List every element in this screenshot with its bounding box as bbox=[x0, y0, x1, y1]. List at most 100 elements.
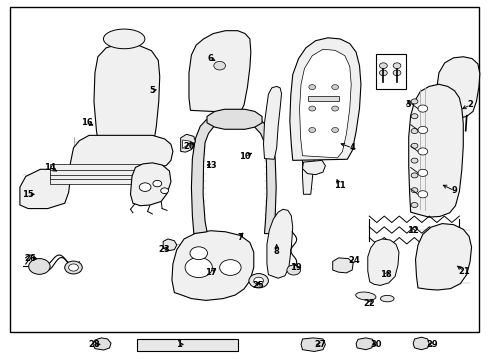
Polygon shape bbox=[181, 134, 196, 152]
Circle shape bbox=[418, 105, 428, 112]
Circle shape bbox=[418, 191, 428, 198]
Circle shape bbox=[411, 143, 418, 148]
Polygon shape bbox=[50, 163, 143, 170]
Polygon shape bbox=[301, 338, 325, 351]
Text: 15: 15 bbox=[23, 190, 34, 199]
Polygon shape bbox=[302, 160, 325, 175]
Circle shape bbox=[254, 277, 264, 284]
Circle shape bbox=[185, 257, 212, 278]
Polygon shape bbox=[50, 172, 143, 179]
Polygon shape bbox=[264, 86, 282, 159]
Text: 12: 12 bbox=[407, 225, 419, 234]
Polygon shape bbox=[299, 49, 351, 158]
Circle shape bbox=[332, 85, 339, 90]
Text: 29: 29 bbox=[427, 340, 439, 349]
Polygon shape bbox=[413, 337, 429, 350]
Text: 4: 4 bbox=[349, 143, 355, 152]
Text: 3: 3 bbox=[405, 100, 411, 109]
Polygon shape bbox=[94, 44, 160, 152]
Circle shape bbox=[139, 183, 151, 192]
Text: 1: 1 bbox=[176, 340, 182, 349]
Text: 17: 17 bbox=[205, 268, 217, 277]
Polygon shape bbox=[70, 135, 173, 169]
Text: 7: 7 bbox=[237, 233, 243, 242]
Polygon shape bbox=[290, 38, 361, 160]
Polygon shape bbox=[302, 127, 315, 194]
Text: 25: 25 bbox=[253, 281, 265, 290]
Polygon shape bbox=[20, 169, 71, 208]
Circle shape bbox=[393, 70, 401, 76]
Circle shape bbox=[379, 70, 387, 76]
Circle shape bbox=[214, 62, 225, 70]
Polygon shape bbox=[437, 57, 480, 118]
Text: 18: 18 bbox=[380, 270, 392, 279]
Circle shape bbox=[249, 274, 269, 288]
Polygon shape bbox=[250, 117, 276, 234]
Circle shape bbox=[411, 188, 418, 193]
Text: 11: 11 bbox=[334, 181, 346, 190]
Circle shape bbox=[309, 127, 316, 132]
Ellipse shape bbox=[380, 296, 394, 302]
Polygon shape bbox=[207, 109, 262, 129]
Circle shape bbox=[153, 180, 162, 187]
Circle shape bbox=[411, 173, 418, 178]
Circle shape bbox=[69, 264, 78, 271]
Circle shape bbox=[411, 114, 418, 119]
Circle shape bbox=[332, 127, 339, 132]
Circle shape bbox=[220, 260, 241, 275]
Text: 30: 30 bbox=[371, 340, 382, 349]
Polygon shape bbox=[163, 239, 177, 251]
Text: 9: 9 bbox=[452, 186, 457, 195]
Text: 6: 6 bbox=[208, 54, 214, 63]
Circle shape bbox=[418, 126, 428, 134]
Polygon shape bbox=[183, 140, 192, 149]
Text: 26: 26 bbox=[25, 254, 36, 263]
Text: 24: 24 bbox=[349, 256, 361, 265]
Circle shape bbox=[309, 106, 316, 111]
Polygon shape bbox=[50, 177, 143, 184]
Circle shape bbox=[418, 148, 428, 155]
Bar bbox=[308, 96, 339, 102]
Circle shape bbox=[309, 85, 316, 90]
Text: 20: 20 bbox=[183, 141, 195, 150]
Bar bbox=[375, 54, 406, 89]
Circle shape bbox=[393, 63, 401, 68]
Circle shape bbox=[411, 129, 418, 134]
Ellipse shape bbox=[103, 29, 145, 49]
Circle shape bbox=[411, 158, 418, 163]
Ellipse shape bbox=[356, 292, 376, 300]
Circle shape bbox=[332, 106, 339, 111]
Text: 23: 23 bbox=[159, 245, 171, 254]
Circle shape bbox=[29, 258, 50, 274]
Polygon shape bbox=[50, 168, 143, 175]
Polygon shape bbox=[137, 339, 238, 351]
Circle shape bbox=[411, 99, 418, 104]
Text: 14: 14 bbox=[44, 163, 56, 172]
Circle shape bbox=[411, 203, 418, 207]
Text: 28: 28 bbox=[88, 340, 100, 349]
Polygon shape bbox=[93, 338, 111, 350]
Polygon shape bbox=[333, 258, 353, 273]
Polygon shape bbox=[172, 231, 254, 300]
Polygon shape bbox=[189, 31, 251, 113]
Text: 22: 22 bbox=[364, 299, 375, 308]
Text: 2: 2 bbox=[467, 100, 473, 109]
Circle shape bbox=[161, 188, 169, 194]
Polygon shape bbox=[409, 84, 463, 217]
Polygon shape bbox=[368, 239, 399, 285]
Text: 13: 13 bbox=[205, 161, 217, 170]
Text: 5: 5 bbox=[149, 86, 155, 95]
Text: 27: 27 bbox=[315, 340, 326, 349]
Circle shape bbox=[190, 247, 207, 260]
Text: 10: 10 bbox=[239, 152, 251, 161]
Polygon shape bbox=[130, 163, 171, 206]
Circle shape bbox=[418, 169, 428, 176]
Circle shape bbox=[287, 265, 300, 275]
Text: 21: 21 bbox=[458, 267, 470, 276]
Polygon shape bbox=[267, 209, 293, 278]
Text: 8: 8 bbox=[274, 247, 279, 256]
Polygon shape bbox=[192, 117, 218, 234]
Text: 16: 16 bbox=[81, 118, 93, 127]
Text: 19: 19 bbox=[291, 263, 302, 272]
Circle shape bbox=[65, 261, 82, 274]
